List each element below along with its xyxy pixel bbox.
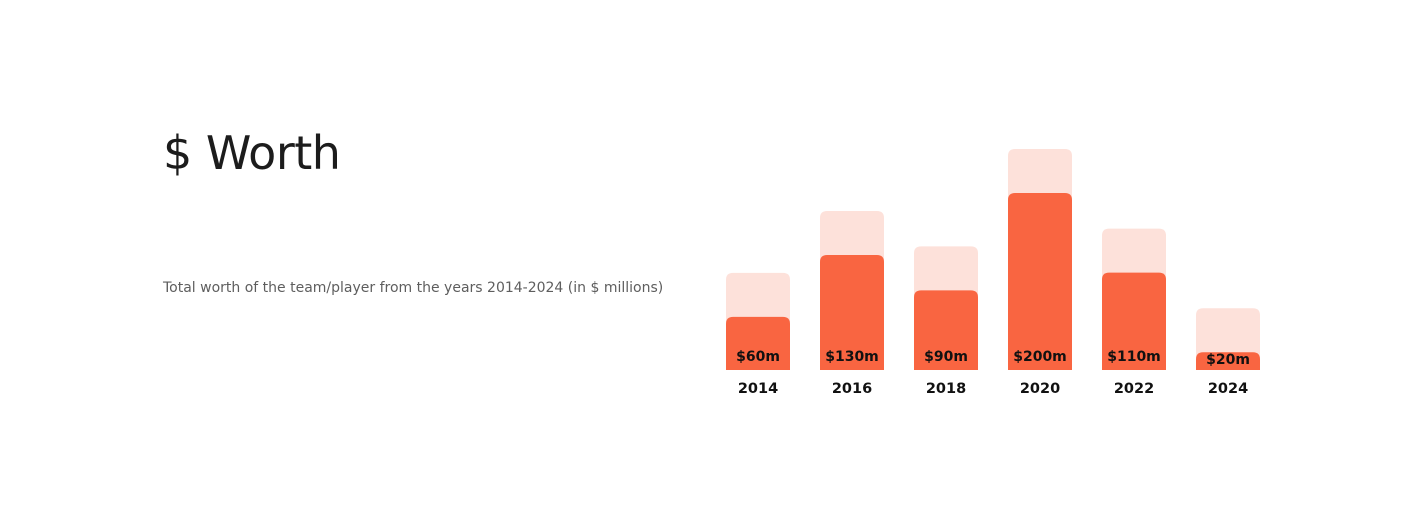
category-label-2020: 2020	[1020, 381, 1060, 397]
value-label-2022: $110m	[1107, 349, 1161, 365]
page-title: $ Worth	[163, 126, 341, 180]
category-label-2016: 2016	[832, 381, 872, 397]
bar-2022	[1102, 272, 1166, 370]
value-label-2024: $20m	[1206, 352, 1250, 368]
bar-2018	[914, 290, 978, 370]
page-subtitle: Total worth of the team/player from the …	[163, 280, 664, 296]
category-label-2024: 2024	[1208, 381, 1248, 397]
category-label-2022: 2022	[1114, 381, 1154, 397]
value-label-2018: $90m	[924, 349, 968, 365]
value-label-2016: $130m	[825, 349, 879, 365]
category-label-2018: 2018	[926, 381, 966, 397]
value-label-2014: $60m	[736, 349, 780, 365]
bar-2016	[820, 254, 884, 370]
value-label-2020: $200m	[1013, 349, 1067, 365]
category-label-2014: 2014	[738, 381, 778, 397]
bar-2024	[1196, 352, 1260, 370]
bar-2020	[1008, 193, 1072, 370]
bar-2014	[726, 316, 790, 370]
